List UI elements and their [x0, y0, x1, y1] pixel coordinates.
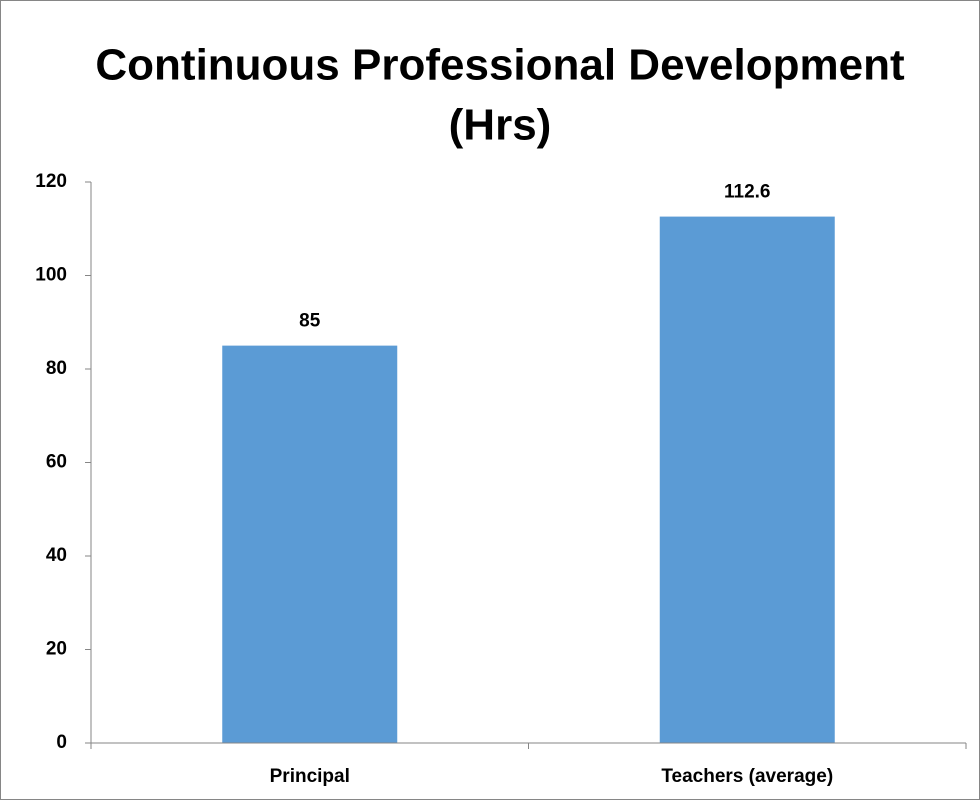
chart-title: (Hrs) — [449, 101, 552, 150]
chart-title: Continuous Professional Development — [95, 41, 905, 90]
bar — [659, 216, 835, 744]
y-tick-label: 20 — [46, 639, 67, 660]
y-tick-label: 60 — [46, 452, 67, 473]
x-tick-label: Teachers (average) — [661, 766, 833, 787]
x-tick-label: Principal — [270, 766, 350, 787]
bar — [222, 345, 398, 743]
data-label: 112.6 — [724, 182, 771, 203]
data-label: 85 — [299, 311, 321, 332]
y-tick-label: 100 — [35, 265, 67, 286]
y-tick-label: 40 — [46, 545, 67, 566]
y-tick-label: 80 — [46, 358, 67, 379]
y-tick-label: 120 — [35, 171, 67, 192]
y-tick-label: 0 — [56, 732, 67, 753]
